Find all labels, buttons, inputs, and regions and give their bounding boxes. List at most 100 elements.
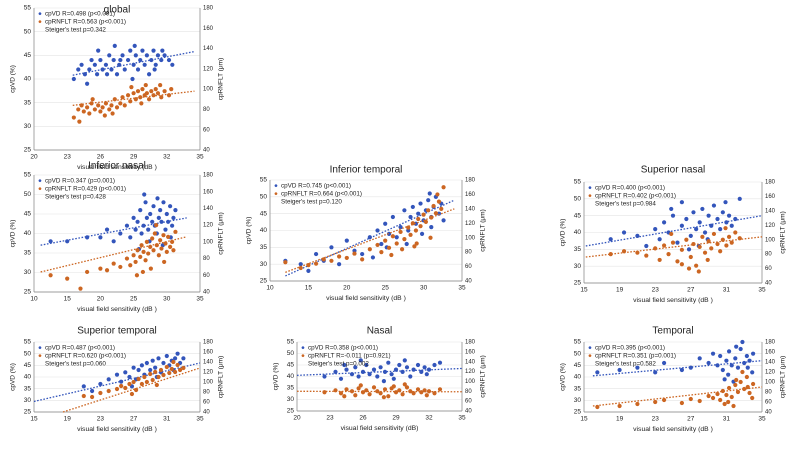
cpvd-point xyxy=(715,363,720,368)
cpvd-point xyxy=(161,200,166,205)
cprnflt-point xyxy=(400,392,405,397)
cpvd-point xyxy=(146,227,151,232)
x-tick-label: 25 xyxy=(130,296,138,303)
cpvd-point xyxy=(436,211,442,216)
cpvd-point xyxy=(710,351,716,356)
cpvd-point xyxy=(48,239,53,244)
cpvd-point xyxy=(700,206,705,212)
cprnflt-point xyxy=(110,111,115,116)
cpvd-point xyxy=(103,62,109,67)
cprnflt-point xyxy=(78,286,83,291)
legend-entry-rnflt: cpRNFLT R=0.563 (p<0.001) xyxy=(45,19,126,26)
y-tick-label-left: 50 xyxy=(287,350,295,357)
cprnflt-point xyxy=(669,231,674,237)
cprnflt-point xyxy=(98,390,103,396)
x-tick-label: 20 xyxy=(293,415,301,422)
cprnflt-point xyxy=(679,400,685,406)
y-tick-label-right: 180 xyxy=(765,340,776,346)
legend-marker-vd: ● xyxy=(38,11,42,18)
cpvd-point xyxy=(415,362,421,368)
cpvd-point xyxy=(402,208,407,213)
x-axis-label: visual field sensitivity (dB ) xyxy=(77,306,157,313)
cpvd-point xyxy=(635,365,640,370)
cpvd-point xyxy=(151,48,156,53)
cprnflt-point xyxy=(441,185,446,190)
x-tick-label: 27 xyxy=(687,416,695,423)
x-axis-label: visual field sensitivity (dB ) xyxy=(77,164,157,171)
cpvd-point xyxy=(691,210,696,215)
y-tick-label-right: 60 xyxy=(465,399,472,405)
cpvd-point xyxy=(397,362,402,368)
cprnflt-point xyxy=(77,119,82,124)
y-tick-label-left: 50 xyxy=(24,28,32,35)
cpvd-point xyxy=(79,62,84,67)
cpvd-point xyxy=(111,57,116,63)
cprnflt-point xyxy=(150,236,155,241)
cpvd-point xyxy=(329,245,334,250)
cpvd-point xyxy=(706,360,711,366)
cpvd-point xyxy=(356,374,361,379)
cpvd-point xyxy=(144,215,149,220)
cprnflt-point xyxy=(161,233,166,238)
cpvd-point xyxy=(150,219,155,224)
legend-steiger-test: Steiger's test p=0.582 xyxy=(595,361,656,368)
cpvd-point xyxy=(138,208,143,213)
cpvd-point xyxy=(394,235,399,240)
legend-marker-rnflt: ● xyxy=(301,353,305,360)
y-tick-label-right: 160 xyxy=(203,189,214,195)
x-tick-label: 26 xyxy=(97,154,105,161)
cpvd-point xyxy=(391,376,396,381)
cprnflt-point xyxy=(706,393,711,399)
y-tick-label-left: 45 xyxy=(574,212,582,219)
cprnflt-point xyxy=(715,391,720,397)
cprnflt-point xyxy=(158,238,163,243)
cpvd-point xyxy=(419,231,425,236)
cpvd-trendline xyxy=(33,362,201,403)
cprnflt-point xyxy=(156,374,161,380)
cprnflt-point xyxy=(731,403,736,409)
cprnflt-point xyxy=(342,394,347,399)
cprnflt-point xyxy=(390,234,395,239)
x-tick-label: 35 xyxy=(458,285,466,292)
cprnflt-point xyxy=(383,238,388,243)
x-tick-label: 35 xyxy=(758,287,766,294)
cprnflt-point xyxy=(724,243,729,248)
legend-marker-rnflt: ● xyxy=(588,353,592,360)
cpvd-point xyxy=(160,48,165,53)
cpvd-point xyxy=(404,241,409,247)
cpvd-point xyxy=(344,238,349,243)
cprnflt-point xyxy=(175,362,180,368)
cprnflt-point xyxy=(386,394,391,399)
x-tick-label: 23 xyxy=(326,415,334,422)
cpvd-point xyxy=(118,57,123,63)
cprnflt-point xyxy=(128,99,133,104)
cpvd-point xyxy=(139,231,144,236)
cpvd-point xyxy=(150,358,155,363)
cprnflt-point xyxy=(141,249,146,254)
x-tick-label: 10 xyxy=(30,296,38,303)
cprnflt-point xyxy=(146,251,151,256)
y-axis-label-right: cpRNFLT (μm) xyxy=(218,356,225,399)
cprnflt-point xyxy=(747,390,752,396)
cpvd-point xyxy=(166,57,172,63)
legend-entry-vd: cpVD R=0.358 (p<0.001) xyxy=(308,345,378,352)
y-tick-label-right: 180 xyxy=(465,178,476,184)
x-tick-label: 29 xyxy=(392,415,400,422)
cprnflt-point xyxy=(90,394,95,400)
cprnflt-point xyxy=(119,383,124,389)
cpvd-point xyxy=(367,372,372,377)
y-tick-label-left: 40 xyxy=(260,227,268,234)
x-tick-label: 15 xyxy=(580,287,588,294)
cpvd-point xyxy=(720,210,725,215)
cprnflt-point xyxy=(154,382,159,388)
cprnflt-point xyxy=(735,389,741,395)
cpvd-point xyxy=(159,57,164,63)
cpvd-point xyxy=(128,48,133,53)
y-axis-label-right: cpRNFLT (μm) xyxy=(780,211,787,254)
y-tick-label-left: 35 xyxy=(574,385,582,392)
cprnflt-point xyxy=(144,379,149,385)
y-tick-label-right: 140 xyxy=(203,206,214,212)
chart-title: Superior temporal xyxy=(77,326,156,337)
cprnflt-point xyxy=(168,244,173,249)
cpvd-point xyxy=(322,374,327,379)
